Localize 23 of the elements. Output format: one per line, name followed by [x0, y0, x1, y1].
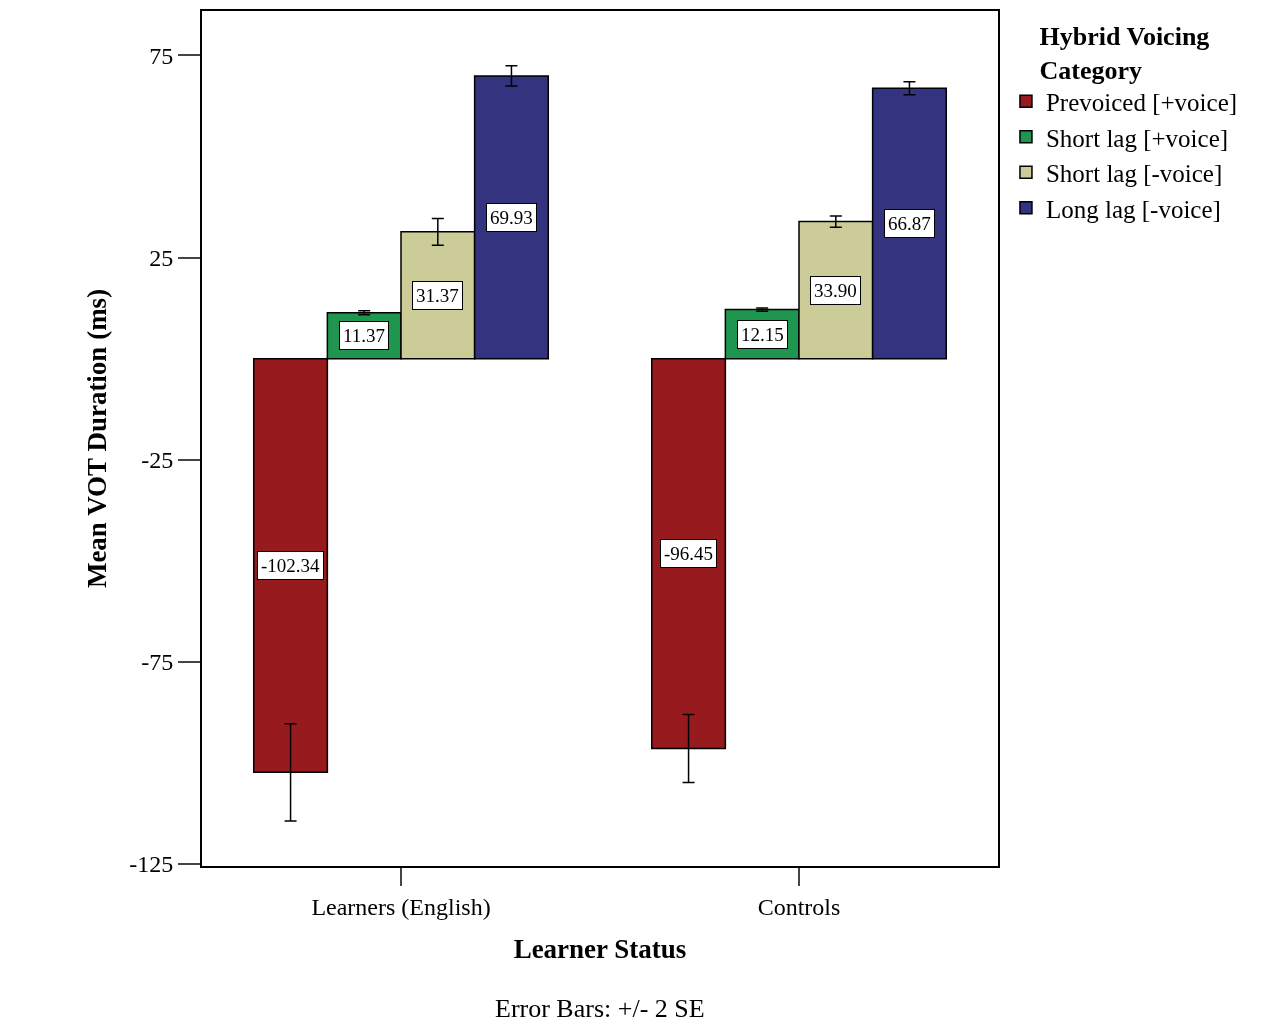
legend-label: Short lag [+voice] [1045, 124, 1229, 152]
legend-label: Prevoiced [+voice] [1045, 89, 1238, 117]
y-tick-label: -25 [141, 447, 174, 474]
data-label: 33.90 [814, 280, 857, 301]
data-label: -102.34 [261, 555, 321, 576]
x-tick-label: Learners (English) [311, 893, 491, 920]
data-label: 12.15 [741, 324, 784, 345]
data-label: 31.37 [416, 285, 459, 306]
x-axis-title: Learner Status [513, 933, 687, 964]
legend-label: Long lag [-voice] [1045, 195, 1221, 223]
y-tick-label: 25 [149, 245, 174, 271]
y-tick-label: -125 [129, 851, 174, 878]
y-axis-title: Mean VOT Duration (ms) [81, 288, 112, 589]
y-tick-label: -75 [141, 649, 174, 676]
legend-title: Hybrid Voicing Category [1039, 21, 1210, 85]
data-label: -96.45 [664, 543, 714, 564]
x-tick-label: Controls [757, 893, 841, 920]
y-tick-label: 75 [149, 42, 174, 69]
text: Error Bars: +/- 2 SE [495, 994, 705, 1023]
data-label: 69.93 [490, 207, 533, 228]
legend-label: Short lag [-voice] [1045, 160, 1223, 188]
data-label: 66.87 [888, 213, 931, 234]
data-label: 11.37 [343, 325, 386, 346]
